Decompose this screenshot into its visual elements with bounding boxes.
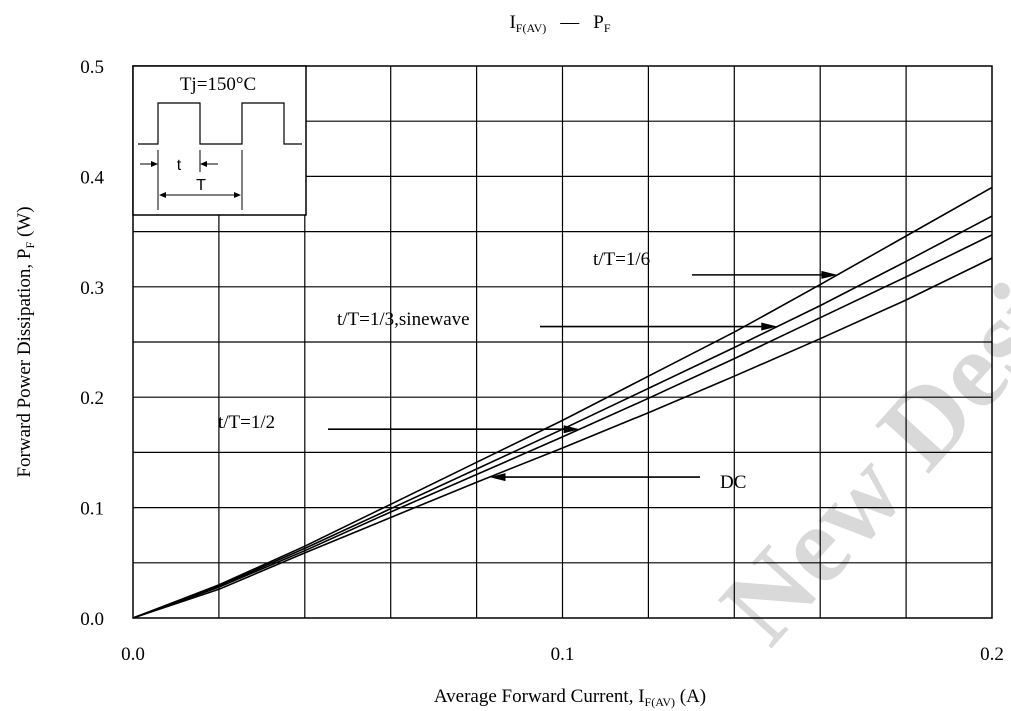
chart-title-dash: — xyxy=(559,12,580,33)
y-tick-label: 0.4 xyxy=(80,167,104,188)
annotation-label: t/T=1/3,sinewave xyxy=(337,309,470,330)
period-arrowhead-right xyxy=(234,192,241,198)
x-tick-label: 0.1 xyxy=(551,644,575,665)
period-arrowhead-left xyxy=(159,192,166,198)
x-axis-label-main: Average Forward Current, I xyxy=(434,686,645,707)
watermark: New Design xyxy=(697,173,1011,666)
y-axis-label: Forward Power Dissipation, PF (W) xyxy=(14,206,37,477)
x-axis-label-sub: F(AV) xyxy=(645,695,675,709)
period-label: T xyxy=(196,177,206,194)
y-tick-label: 0.2 xyxy=(80,388,104,409)
x-axis-label-unit: (A) xyxy=(675,686,706,707)
x-tick-labels: 0.0 0.1 0.2 xyxy=(121,644,1004,665)
x-tick-label: 0.2 xyxy=(980,644,1004,665)
annotation-label: t/T=1/2 xyxy=(218,412,275,433)
annotation-label: DC xyxy=(720,472,746,493)
inset-frame xyxy=(132,65,307,216)
chart-title-main-sub: F(AV) xyxy=(516,21,546,35)
pulse-waveform xyxy=(138,102,302,145)
y-axis-label-main: Forward Power Dissipation, P xyxy=(14,248,35,477)
inset-temperature: Tj=150°C xyxy=(180,74,256,95)
pulse-width-arrowhead-right xyxy=(200,161,207,167)
chart-title-right: P xyxy=(593,12,604,33)
x-tick-label: 0.0 xyxy=(121,644,145,665)
y-axis-label-sub: F xyxy=(23,241,37,248)
inset-box: Tj=150°C t T xyxy=(132,65,307,216)
y-axis-label-unit: (W) xyxy=(14,206,35,241)
y-tick-labels: 0.0 0.1 0.2 0.3 0.4 0.5 xyxy=(80,57,104,630)
annotation-arrowhead xyxy=(489,473,506,482)
y-tick-label: 0.0 xyxy=(80,609,104,630)
series-line xyxy=(132,257,993,619)
annotation-arrowhead xyxy=(821,270,838,279)
y-tick-label: 0.3 xyxy=(80,278,104,299)
annotation-label: t/T=1/6 xyxy=(593,249,650,270)
y-tick-label: 0.1 xyxy=(80,499,104,520)
chart-title: IF(AV) — PF xyxy=(509,12,610,35)
series-line xyxy=(132,234,993,619)
chart-title-right-sub: F xyxy=(604,21,611,35)
chart-title-main: I xyxy=(509,12,515,33)
pulse-width-arrowhead-left xyxy=(151,161,158,167)
pulse-width-label: t xyxy=(177,157,182,174)
annotation-arrowhead xyxy=(563,425,580,434)
x-axis-label: Average Forward Current, IF(AV) (A) xyxy=(434,686,706,709)
plot-frame xyxy=(132,65,993,619)
annotations: t/T=1/6 t/T=1/3,sinewave t/T=1/2 DC xyxy=(218,249,838,493)
annotation-arrowhead xyxy=(761,322,778,331)
y-tick-label: 0.5 xyxy=(80,57,104,78)
series-line xyxy=(132,186,993,619)
